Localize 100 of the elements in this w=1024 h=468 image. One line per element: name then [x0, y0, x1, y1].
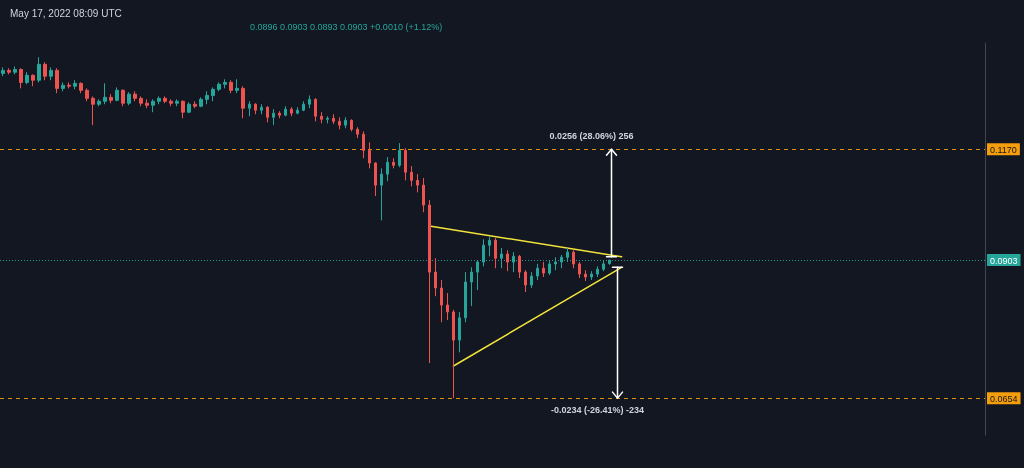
candlestick: [524, 269, 527, 293]
candlestick: [73, 79, 77, 90]
candlestick: [37, 56, 41, 83]
candlestick: [85, 87, 89, 102]
candlestick: [79, 81, 83, 94]
candlestick: [458, 311, 461, 353]
candlestick: [49, 66, 53, 81]
candlestick: [332, 113, 335, 125]
candlestick: [326, 115, 329, 124]
candlestick: [542, 261, 545, 278]
y-tick-label: 0.0903: [990, 255, 1018, 266]
candlestick: [43, 61, 47, 81]
candlestick: [205, 90, 209, 105]
candlestick: [181, 99, 185, 119]
candlestick: [320, 111, 323, 124]
candlestick: [127, 91, 131, 106]
candlestick: [91, 95, 95, 126]
y-tick-label: 0.0654: [990, 393, 1018, 404]
candlestick: [302, 100, 305, 112]
candlestick: [434, 257, 437, 297]
candlestick: [7, 67, 11, 75]
candlestick: [584, 269, 587, 282]
candlestick: [296, 106, 299, 115]
candlestick: [241, 85, 245, 119]
candlestick: [494, 237, 497, 269]
candlestick: [536, 263, 539, 281]
candlestick: [596, 265, 599, 278]
candlestick: [374, 161, 377, 197]
candlestick: [266, 105, 269, 123]
candlestick: [151, 98, 155, 113]
candlestick: [55, 67, 59, 94]
candlestick: [175, 98, 179, 107]
candlestick: [470, 266, 473, 307]
candlestick: [452, 309, 455, 399]
candlestick: [380, 167, 383, 221]
candlestick: [25, 71, 29, 85]
y-tick-label: 0.1170: [990, 144, 1017, 155]
candlestick: [157, 95, 161, 105]
candlestick: [368, 141, 371, 169]
candlestick: [199, 96, 203, 108]
candlestick: [115, 86, 119, 102]
candlestick: [272, 108, 275, 126]
candlestick: [416, 173, 419, 193]
candlestick: [548, 259, 551, 276]
candlestick: [350, 118, 353, 132]
candlestick: [13, 65, 17, 75]
candlestick: [446, 292, 449, 321]
annotation: 0.0256 (28.06%) 256: [549, 131, 634, 142]
candlestick: [530, 271, 533, 289]
candlestick: [67, 81, 71, 89]
candlestick: [398, 142, 401, 168]
candlestick: [145, 98, 149, 109]
candlestick: [392, 157, 395, 169]
candlestick: [590, 270, 593, 281]
candlestick: [193, 100, 197, 109]
candlestick: [308, 94, 311, 109]
candlestick: [1, 66, 5, 77]
candlestick: [344, 116, 347, 129]
candlestick: [506, 249, 509, 272]
candlestick: [133, 90, 137, 102]
candlestick: [356, 126, 359, 139]
chart-title: May 17, 2022 08:09 UTC: [10, 7, 122, 19]
annotation: -0.0234 (-26.41%) -234: [550, 405, 645, 416]
chart-subtitle: 0.0896 0.0903 0.0893 0.0903 +0.0010 (+1.12%): [250, 21, 443, 32]
candlestick: [500, 247, 503, 269]
candlestick: [554, 256, 557, 271]
candlestick: [248, 100, 251, 117]
candlestick: [121, 88, 125, 107]
candlestick: [386, 156, 389, 182]
candlestick: [422, 177, 425, 213]
candlestick: [404, 147, 407, 181]
candlestick: [428, 199, 431, 364]
candlestick: [61, 81, 65, 92]
candlestick: [284, 105, 287, 117]
candlestick: [338, 116, 341, 130]
candlestick: [235, 78, 239, 94]
candlestick: [254, 102, 257, 115]
candlestick: [169, 98, 173, 107]
candlestick: [109, 93, 113, 104]
candlestick: [362, 130, 365, 159]
candlestick: [476, 259, 479, 291]
candlestick: [566, 247, 569, 263]
candlestick: [440, 279, 443, 323]
candlestick: [314, 97, 317, 122]
candlestick: [572, 249, 575, 269]
candlestick: [103, 82, 107, 105]
candlestick: [410, 165, 413, 187]
candlestick: [223, 78, 227, 89]
candlestick: [139, 95, 143, 107]
candlestick: [488, 236, 491, 257]
candlestick: [97, 98, 101, 107]
candlestick: [217, 81, 221, 92]
candlestick: [229, 79, 233, 94]
candlestick: [211, 86, 215, 102]
candlestick: [187, 101, 191, 114]
candlestick: [518, 254, 521, 279]
candlestick: [19, 67, 23, 89]
candlestick: [163, 95, 167, 104]
candlestick: [31, 73, 35, 87]
candlestick: [578, 261, 581, 279]
